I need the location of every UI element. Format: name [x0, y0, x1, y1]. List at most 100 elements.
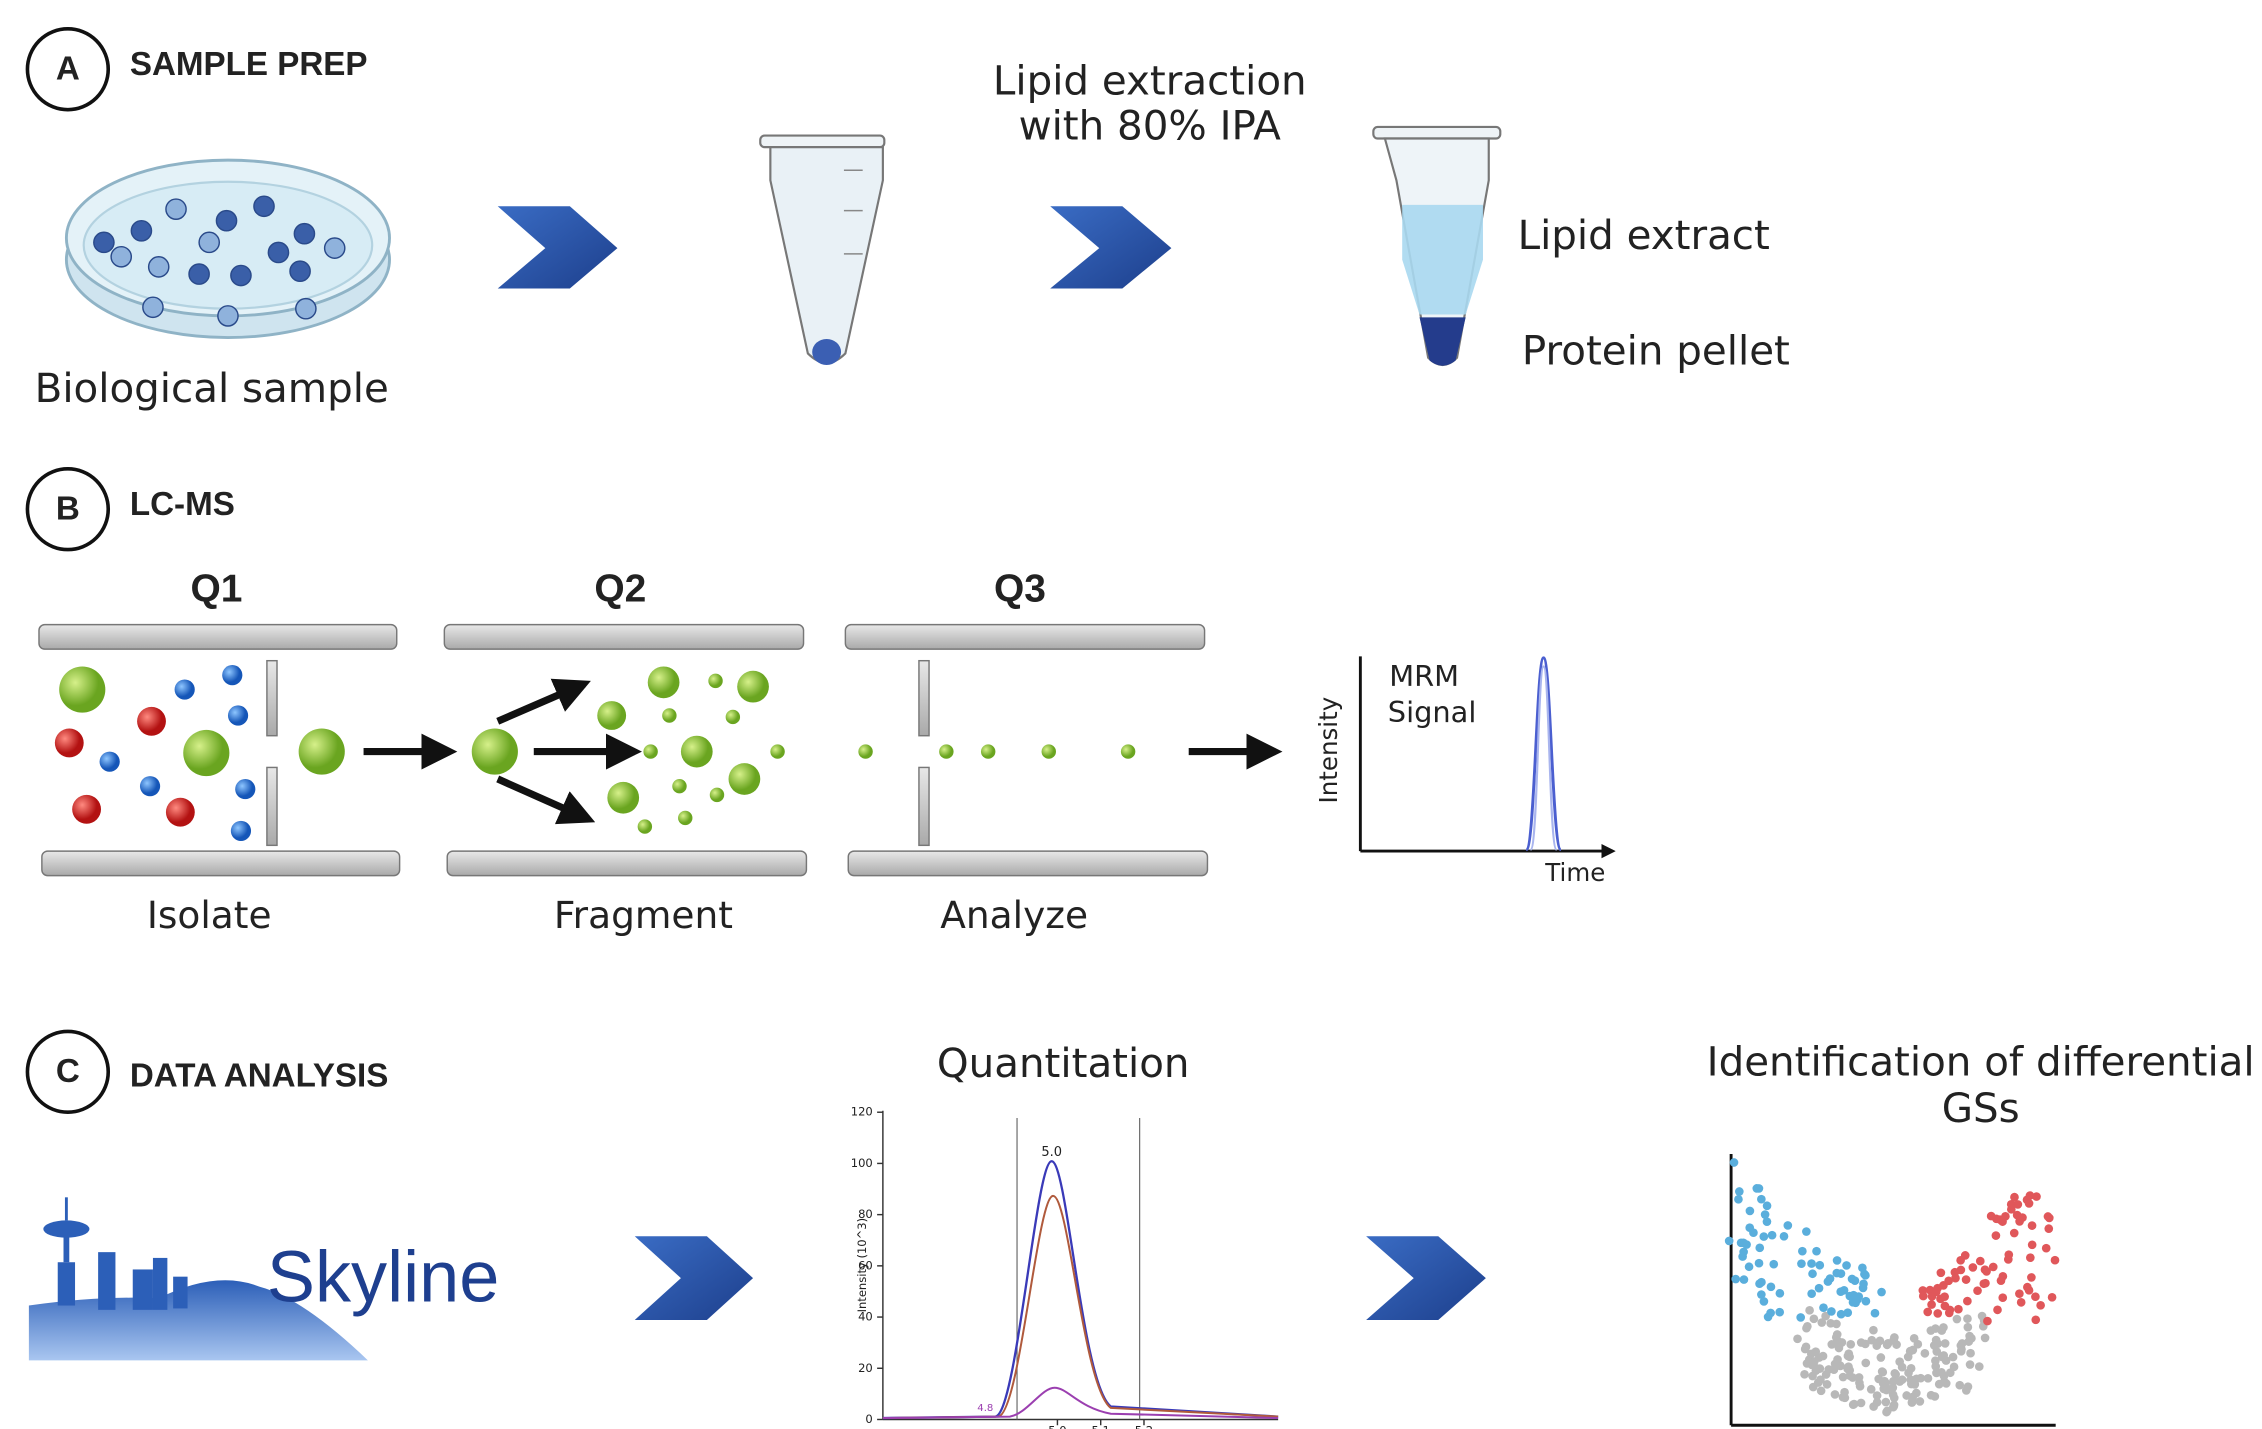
- quadrupole-name: Q1: [190, 568, 242, 611]
- arrow-chevron: [1050, 206, 1171, 288]
- volcano-dot: [1861, 1359, 1870, 1368]
- volcano-dot: [1963, 1297, 1972, 1306]
- volcano-dot: [1800, 1370, 1809, 1379]
- volcano-dot: [1862, 1297, 1871, 1306]
- y-tick-label: 100: [851, 1156, 873, 1170]
- volcano-dot: [1807, 1350, 1816, 1359]
- volcano-plot: [1725, 1154, 2059, 1425]
- ion: [299, 728, 345, 774]
- ion: [638, 819, 652, 833]
- arrow-chevron: [498, 206, 618, 288]
- volcano-dot: [2027, 1273, 2036, 1282]
- volcano-dot: [1916, 1374, 1925, 1383]
- quantitation-y-axis: Intensity (10^3): [855, 1218, 869, 1313]
- volcano-dot: [1851, 1276, 1860, 1285]
- volcano-dot: [1966, 1349, 1975, 1358]
- slit: [919, 767, 929, 845]
- volcano-dot: [1824, 1277, 1833, 1286]
- tube: [760, 136, 884, 365]
- volcano-dot: [1793, 1334, 1802, 1343]
- ion: [228, 705, 248, 725]
- volcano-dot: [1759, 1232, 1768, 1241]
- volcano-dot: [1880, 1377, 1889, 1386]
- volcano-dot: [2028, 1240, 2037, 1249]
- section-letter: C: [56, 1053, 80, 1090]
- y-tick-label: 120: [851, 1105, 873, 1119]
- volcano-dot: [1993, 1306, 2002, 1315]
- ion: [100, 752, 120, 772]
- volcano-dot: [2023, 1283, 2032, 1292]
- volcano-dot: [2015, 1289, 2024, 1298]
- volcano-dot: [1833, 1330, 1842, 1339]
- slit: [919, 661, 929, 736]
- volcano-dot: [2018, 1213, 2027, 1222]
- volcano-dot: [1855, 1373, 1864, 1382]
- layer-label: Protein pellet: [1522, 327, 1790, 374]
- step-label: Lipid extraction: [993, 58, 1307, 105]
- volcano-dot: [1738, 1252, 1747, 1261]
- volcano-dot: [1823, 1380, 1832, 1389]
- cell: [231, 265, 251, 285]
- rod: [39, 625, 397, 650]
- volcano-dot: [1807, 1259, 1816, 1268]
- rod: [848, 851, 1207, 876]
- volcano-dot: [2051, 1256, 2060, 1265]
- volcano-dot: [1966, 1360, 1975, 1369]
- quadrupole-action: Fragment: [554, 893, 733, 937]
- software-name: Skyline: [267, 1237, 499, 1317]
- cell: [290, 261, 310, 281]
- volcano-dot: [1937, 1368, 1946, 1377]
- ion: [140, 776, 160, 796]
- volcano-dot: [1745, 1262, 1754, 1271]
- volcano-dot: [2036, 1301, 2045, 1310]
- ion: [729, 763, 761, 795]
- section-letter: A: [56, 50, 80, 87]
- quadrupole-name: Q3: [994, 568, 1046, 611]
- volcano-dot: [2044, 1224, 2053, 1233]
- ion: [175, 679, 195, 699]
- volcano-dot: [1832, 1320, 1841, 1329]
- cell: [296, 299, 316, 319]
- cell: [94, 232, 114, 252]
- ion: [607, 782, 639, 814]
- volcano-dot: [1860, 1270, 1869, 1279]
- volcano-dot: [1964, 1323, 1973, 1332]
- page: A SAMPLE PREP Biological sample Lipid ex…: [0, 0, 2262, 1429]
- ion: [59, 666, 105, 712]
- volcano-dot: [1802, 1227, 1811, 1236]
- x-tick-label: 5.1: [1092, 1424, 1110, 1429]
- volcano-dot: [2042, 1244, 2051, 1253]
- volcano-dot: [1735, 1187, 1744, 1196]
- quadrupole-action: Isolate: [147, 893, 272, 937]
- volcano-dot: [2026, 1253, 2035, 1262]
- volcano-dot: [2025, 1199, 2034, 1208]
- volcano-dot: [1975, 1362, 1984, 1371]
- ion: [137, 707, 166, 736]
- volcano-dot: [1846, 1340, 1855, 1349]
- volcano-dot: [1889, 1377, 1898, 1386]
- volcano-dot: [1878, 1368, 1887, 1377]
- volcano-dot: [1992, 1231, 2001, 1240]
- volcano-dot: [1916, 1397, 1925, 1406]
- volcano-dot: [1989, 1263, 1998, 1272]
- x-tick-label: 5.2: [1135, 1424, 1153, 1429]
- volcano-dot: [1992, 1214, 2001, 1223]
- volcano-dot: [1927, 1326, 1936, 1335]
- slit: [267, 661, 277, 736]
- volcano-dot: [1775, 1308, 1784, 1317]
- ion: [648, 666, 680, 698]
- ion: [981, 744, 995, 758]
- volcano-dot: [1877, 1288, 1886, 1297]
- volcano-dot: [1784, 1221, 1793, 1230]
- volcano-dot: [1809, 1383, 1818, 1392]
- volcano-dot: [1725, 1237, 1734, 1246]
- volcano-dot: [1810, 1315, 1819, 1324]
- cell: [254, 196, 274, 216]
- volcano-dot: [1927, 1300, 1936, 1309]
- cell: [325, 238, 345, 258]
- ion: [166, 798, 195, 827]
- volcano-dot: [2017, 1298, 2026, 1307]
- volcano-dot: [1831, 1390, 1840, 1399]
- ion: [726, 710, 740, 724]
- volcano-dot: [1931, 1356, 1940, 1365]
